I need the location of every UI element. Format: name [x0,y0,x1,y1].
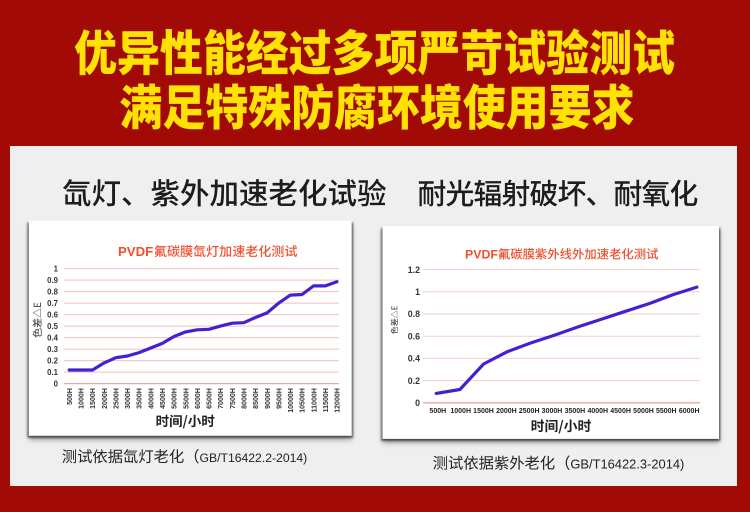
svg-text:500H: 500H [67,388,74,405]
svg-text:4000H: 4000H [587,408,608,415]
svg-text:2000H: 2000H [496,408,517,415]
svg-text:1: 1 [415,287,420,297]
svg-text:9000H: 9000H [265,388,272,409]
svg-text:1500H: 1500H [473,408,494,415]
svg-text:0.2: 0.2 [408,376,420,386]
svg-text:6000H: 6000H [195,388,202,409]
svg-text:0.4: 0.4 [47,334,59,343]
svg-text:0.9: 0.9 [47,276,59,285]
svg-text:5500H: 5500H [656,408,677,415]
svg-text:2500H: 2500H [114,388,121,409]
svg-text:0: 0 [54,380,59,389]
svg-text:8000H: 8000H [242,388,249,409]
svg-text:2500H: 2500H [519,408,540,415]
svg-text:7000H: 7000H [218,388,225,409]
svg-text:0: 0 [415,398,420,408]
svg-text:GB/T16422.2-2014): GB/T16422.2-2014) [200,451,308,465]
svg-text:10500H: 10500H [300,388,307,413]
svg-text:1: 1 [54,265,59,274]
svg-text:0.4: 0.4 [408,354,420,364]
svg-text:5000H: 5000H [172,388,179,409]
svg-text:1000H: 1000H [450,408,471,415]
svg-text:3000H: 3000H [542,408,563,415]
svg-text:4500H: 4500H [610,408,631,415]
svg-text:1.2: 1.2 [408,265,420,275]
svg-text:7500H: 7500H [230,388,237,409]
svg-text:0.7: 0.7 [47,299,58,308]
svg-text:5000H: 5000H [633,408,654,415]
svg-text:0.1: 0.1 [47,368,59,377]
svg-text:8500H: 8500H [253,388,260,409]
svg-text:GB/T16422.3-2014): GB/T16422.3-2014) [570,457,684,472]
svg-text:2000H: 2000H [102,388,109,409]
svg-text:6500H: 6500H [207,388,214,409]
svg-text:PVDF: PVDF [465,248,498,262]
svg-text:3500H: 3500H [565,408,586,415]
svg-text:9500H: 9500H [276,388,283,409]
svg-text:3500H: 3500H [137,388,144,409]
svg-text:4500H: 4500H [160,388,167,409]
svg-text:12000H: 12000H [335,388,342,413]
svg-text:3000H: 3000H [125,388,132,409]
svg-text:11000H: 11000H [311,388,318,412]
svg-text:1500H: 1500H [90,388,97,409]
svg-text:0.2: 0.2 [47,357,59,366]
svg-text:500H: 500H [429,408,446,415]
svg-text:5500H: 5500H [183,388,190,409]
svg-text:PVDF: PVDF [118,244,153,259]
svg-text:11500H: 11500H [323,388,330,412]
svg-text:1000H: 1000H [79,388,86,409]
svg-text:4000H: 4000H [148,388,155,409]
svg-text:10000H: 10000H [288,388,295,413]
svg-text:0.6: 0.6 [47,311,59,320]
svg-text:0.8: 0.8 [408,309,420,319]
svg-text:6000H: 6000H [679,408,700,415]
svg-text:0.6: 0.6 [408,331,420,341]
svg-text:0.5: 0.5 [47,322,59,331]
svg-text:0.3: 0.3 [47,345,59,354]
svg-text:0.8: 0.8 [47,288,59,297]
